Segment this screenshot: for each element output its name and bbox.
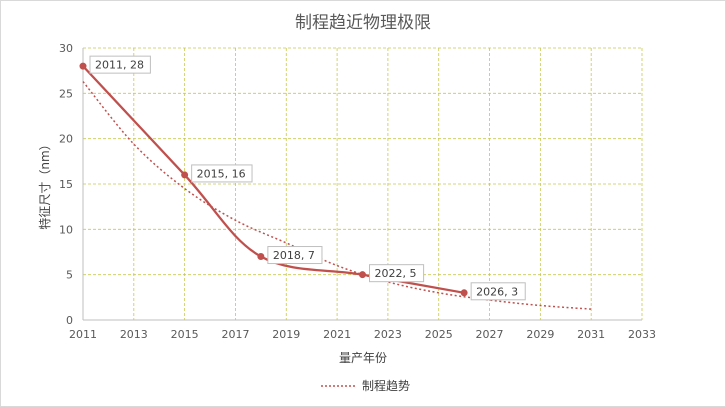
data-label-box	[369, 264, 425, 283]
y-tick-label: 25	[59, 87, 73, 100]
data-label-box	[89, 55, 151, 74]
data-label: 2011, 28	[95, 59, 144, 72]
gridlines	[83, 47, 643, 320]
legend: 制程趋势	[321, 378, 410, 393]
x-tick-label: 2023	[374, 328, 402, 341]
x-tick-label: 2025	[425, 328, 453, 341]
y-tick-label: 10	[59, 223, 73, 236]
data-label-box	[267, 246, 323, 265]
data-label: 2026, 3	[476, 285, 518, 298]
x-axis-label: 量产年份	[339, 351, 387, 365]
chart-title: 制程趋近物理极限	[295, 13, 431, 33]
x-tick-label: 2021	[323, 328, 351, 341]
axes	[82, 48, 642, 321]
x-tick-label: 2027	[476, 328, 504, 341]
data-point	[257, 253, 265, 261]
x-tick-label: 2029	[526, 328, 554, 341]
y-tick-labels: 0 5 10 15 20 25 30	[59, 42, 73, 327]
x-tick-label: 2031	[577, 328, 605, 341]
data-label-box	[470, 282, 526, 301]
x-tick-labels: 2011 2013 2015 2017 2019 2021 2023 2025 2027 2029…	[69, 328, 656, 341]
data-point	[359, 271, 366, 279]
y-axis-label: 特征尺寸（nm）	[37, 138, 52, 229]
y-tick-label: 30	[59, 42, 73, 55]
x-tick-label: 2011	[69, 328, 97, 341]
data-label: 2018, 7	[273, 249, 315, 262]
data-point	[79, 62, 87, 70]
x-tick-label: 2015	[171, 328, 199, 341]
y-tick-label: 20	[59, 133, 73, 146]
data-point	[460, 289, 468, 297]
data-labels: 2011, 28 2015, 16 2018, 7 2022, 5 2026, 3	[89, 55, 526, 301]
x-tick-label: 2017	[221, 328, 249, 341]
x-tick-label: 2013	[120, 328, 148, 341]
y-tick-label: 0	[66, 314, 73, 327]
data-label-box	[191, 164, 253, 183]
y-tick-label: 5	[66, 269, 73, 282]
data-label: 2015, 16	[197, 167, 246, 180]
data-label: 2022, 5	[375, 267, 417, 280]
legend-entry-trend: 制程趋势	[362, 378, 410, 393]
data-point	[181, 171, 189, 179]
y-tick-label: 15	[59, 178, 73, 191]
x-tick-label: 2019	[272, 328, 300, 341]
x-tick-label: 2033	[628, 328, 656, 341]
